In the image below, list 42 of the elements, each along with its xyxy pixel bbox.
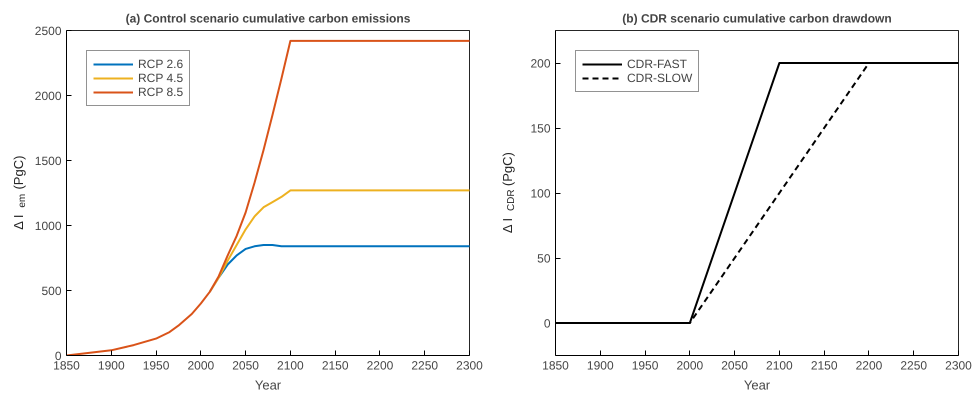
- x-tick-label: 1900: [98, 358, 125, 372]
- y-tick-label: 0: [544, 316, 551, 330]
- x-axis-title: Year: [254, 378, 282, 392]
- y-axis-title: Δ ICDR (PgC): [500, 152, 517, 234]
- x-tick-label: 2000: [676, 358, 704, 372]
- x-tick-label: 1900: [586, 358, 614, 372]
- y-tick-label: 500: [41, 284, 62, 298]
- x-tick-label: 2250: [411, 358, 438, 372]
- x-tick-label: 2200: [856, 358, 883, 372]
- chart-title: (b) CDR scenario cumulative carbon drawdown: [622, 12, 892, 26]
- x-tick-label: 2150: [322, 358, 349, 372]
- y-tick-label: 50: [537, 252, 551, 266]
- x-tick-label: 2150: [810, 358, 838, 372]
- y-tick-label: 150: [530, 122, 551, 136]
- y-tick-label: 2500: [34, 24, 62, 38]
- x-tick-label: 2250: [900, 358, 928, 372]
- legend-label: CDR-SLOW: [627, 71, 692, 85]
- y-axis-title: Δ Iem (PgC): [11, 156, 28, 230]
- y-tick-label: 100: [530, 186, 551, 200]
- x-tick-label: 1850: [53, 358, 80, 372]
- x-tick-label: 2000: [187, 358, 215, 372]
- x-tick-label: 2100: [277, 358, 304, 372]
- x-axis-title: Year: [744, 378, 771, 392]
- chart-title: (a) Control scenario cumulative carbon emissions: [126, 12, 411, 26]
- y-tick-label: 200: [530, 56, 551, 70]
- x-tick-label: 1950: [142, 358, 170, 372]
- line-series: [208, 189, 470, 293]
- legend-label: RCP 4.5: [138, 71, 184, 85]
- legend-label: RCP 8.5: [138, 85, 184, 99]
- y-tick-label: 1500: [34, 154, 62, 168]
- x-tick-label: 2300: [456, 358, 484, 372]
- x-tick-label: 2100: [766, 358, 794, 372]
- x-tick-label: 1850: [542, 358, 570, 372]
- legend-label: RCP 2.6: [138, 57, 184, 71]
- x-tick-label: 2050: [232, 358, 260, 372]
- x-tick-label: 2200: [366, 358, 394, 372]
- x-tick-label: 1950: [632, 358, 659, 372]
- y-tick-label: 1000: [34, 219, 62, 233]
- legend-label: CDR-FAST: [627, 57, 687, 71]
- y-tick-label: 2000: [34, 89, 62, 103]
- x-tick-label: 2300: [945, 358, 972, 372]
- x-tick-label: 2050: [721, 358, 748, 372]
